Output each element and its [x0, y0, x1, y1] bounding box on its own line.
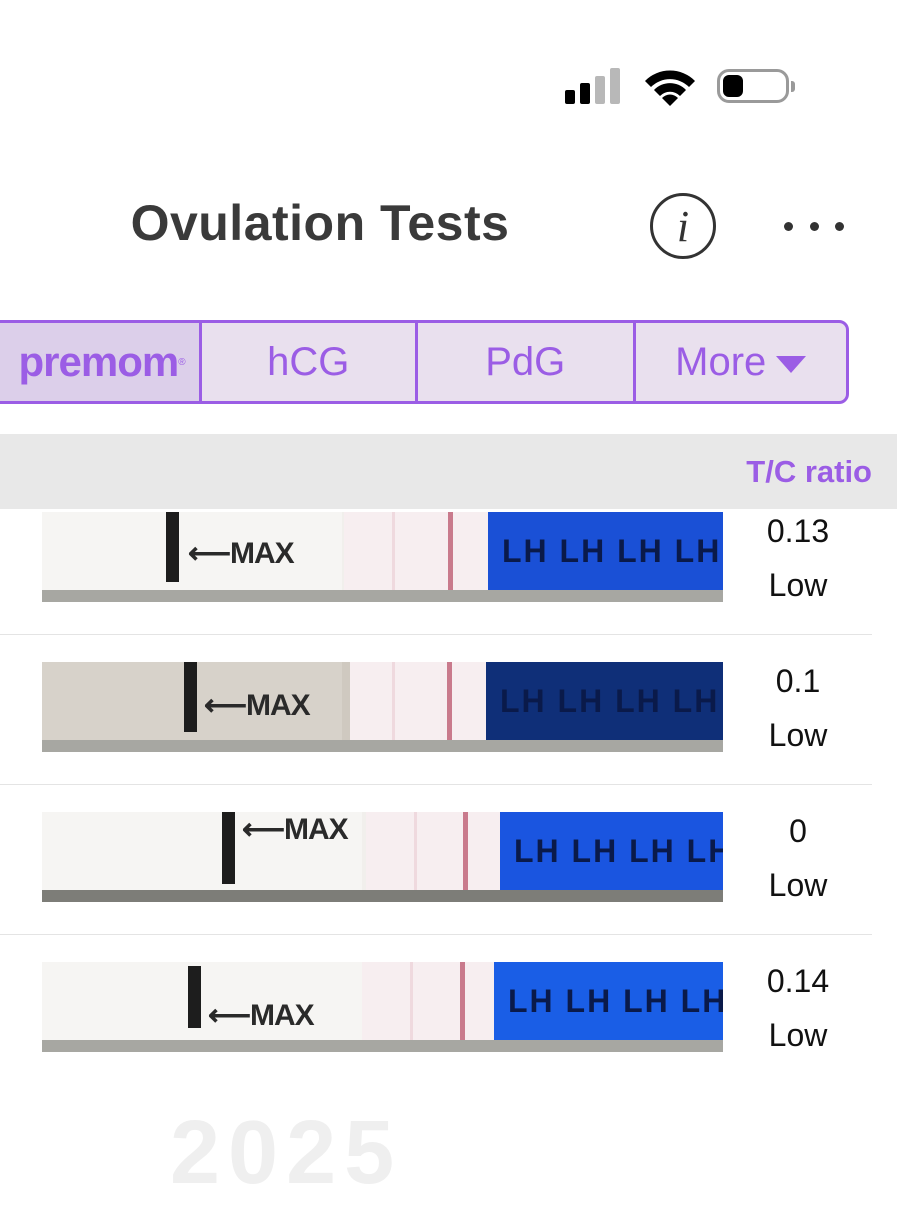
result-values: 0.1 Low	[730, 654, 866, 762]
tc-ratio-value: 0.1	[775, 663, 821, 699]
result-level: Low	[768, 867, 828, 903]
result-level: Low	[768, 1017, 828, 1053]
table-row[interactable]: ⟵MAX LH LH LH LH LH LH 0 Low	[0, 784, 872, 935]
tab-hcg[interactable]: hCG	[202, 323, 419, 401]
test-strip-image: ⟵MAX LH LH LH LH LH LH	[42, 662, 723, 752]
test-strip-image: ⟵MAX LH LH LH LH LH LH	[42, 812, 723, 902]
ellipsis-icon	[784, 222, 793, 231]
lh-label-band: LH LH LH LH LH LH	[494, 962, 723, 1040]
tab-more[interactable]: More	[636, 323, 847, 401]
tab-pdg[interactable]: PdG	[418, 323, 636, 401]
status-bar	[560, 66, 805, 110]
column-header-tc-ratio: T/C ratio	[746, 454, 872, 489]
test-strip-image: ⟵MAX LH LH LH LH LH L	[42, 512, 723, 602]
tab-label: More	[675, 339, 767, 384]
tc-ratio-value: 0.13	[766, 513, 830, 549]
wifi-icon	[645, 70, 695, 106]
info-icon: i	[676, 201, 690, 251]
premom-logo: premom	[18, 338, 179, 385]
table-row[interactable]: ⟵MAX LH LH LH LH LH LH 0.1 Low	[0, 634, 872, 785]
result-values: 0.13 Low	[730, 504, 866, 612]
tab-label: hCG	[267, 339, 350, 384]
tc-ratio-value: 0.14	[766, 963, 830, 999]
battery-level	[723, 75, 743, 97]
signal-bar	[565, 90, 575, 104]
result-level: Low	[768, 567, 828, 603]
max-label: ⟵MAX	[188, 537, 295, 570]
caret-down-icon	[776, 355, 807, 373]
max-label: ⟵MAX	[204, 689, 311, 722]
tc-ratio-value: 0	[789, 813, 807, 849]
signal-bar	[580, 83, 590, 104]
lh-label-band: LH LH LH LH LH LH	[486, 662, 723, 740]
lh-label-band: LH LH LH LH LH LH	[500, 812, 723, 890]
signal-bar	[595, 76, 605, 104]
test-type-tabs: premom ® hCG PdG More	[0, 320, 849, 404]
max-label: ⟵MAX	[242, 813, 349, 846]
signal-bar	[610, 68, 620, 104]
result-level: Low	[768, 717, 828, 753]
section-year-label: 2025	[170, 1103, 403, 1203]
page-title: Ovulation Tests	[130, 195, 510, 251]
result-values: 0 Low	[730, 804, 866, 912]
info-button[interactable]: i	[650, 193, 716, 259]
table-row[interactable]: ⟵MAX LH LH LH LH LH L 0.13 Low	[0, 484, 872, 635]
more-options-button[interactable]	[784, 222, 844, 234]
table-row: ⟵MAX LH LH LH LH LH LH 0.14 Low	[0, 934, 872, 1084]
lh-label-band: LH LH LH LH LH L	[488, 512, 723, 590]
result-values: 0.14 Low	[730, 954, 866, 1062]
max-label: ⟵MAX	[208, 999, 315, 1032]
test-strip-image: ⟵MAX LH LH LH LH LH LH	[42, 962, 723, 1052]
battery-icon	[717, 69, 795, 103]
table-header: T/C ratio	[0, 434, 897, 509]
tab-premom[interactable]: premom ®	[0, 323, 202, 401]
tab-label: PdG	[485, 339, 566, 384]
